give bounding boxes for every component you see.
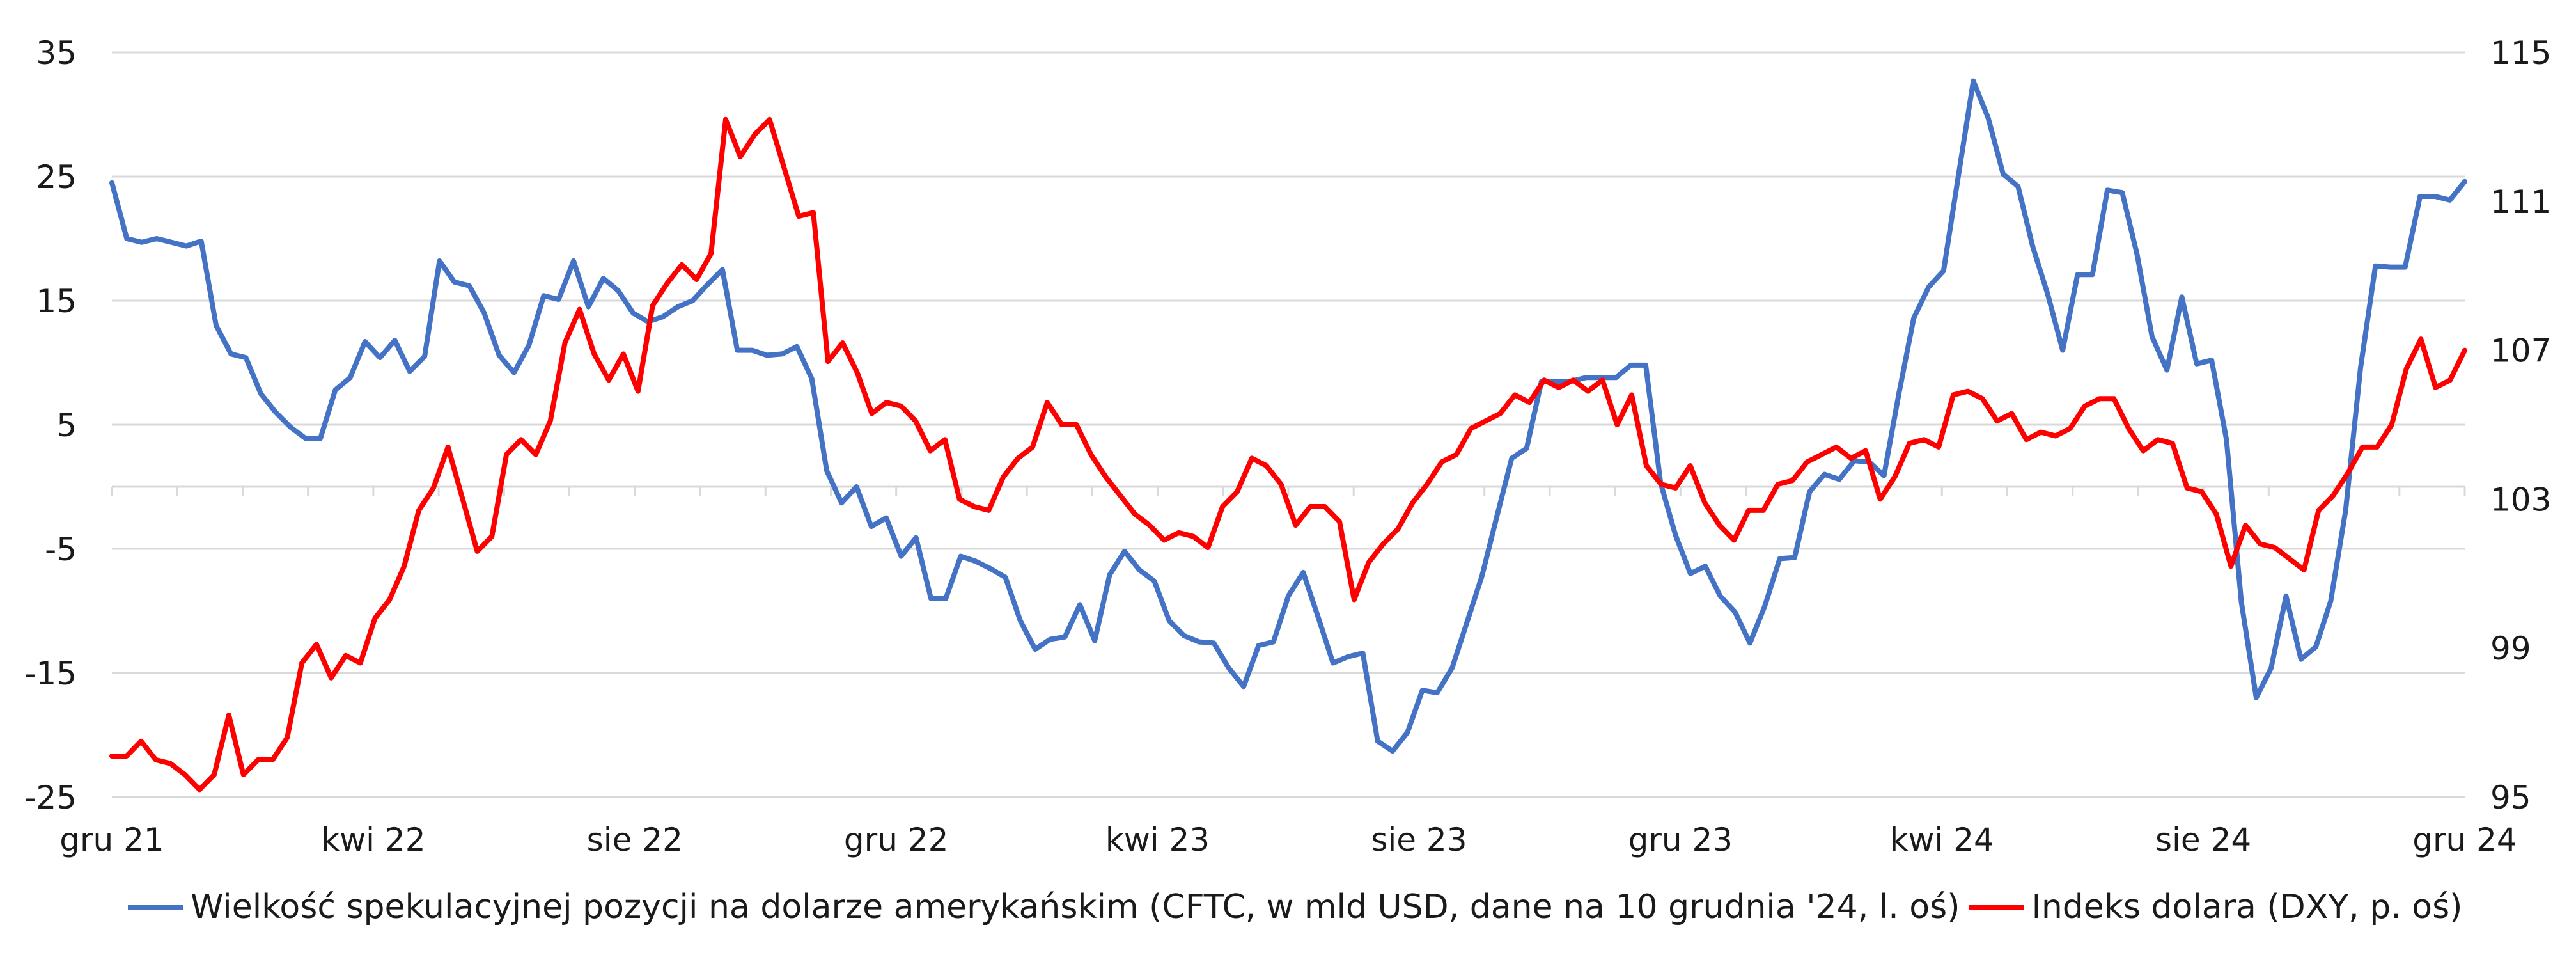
left-axis-ticks: 35 25 15 5 -5 -15 -25 [24,35,77,816]
x-tick-label: sie 22 [587,821,683,858]
x-tick-label: kwi 22 [321,821,425,858]
right-tick-label: 115 [2490,35,2551,72]
right-tick-label: 99 [2490,630,2531,667]
series-line-dxy [109,116,2467,793]
x-axis-ticks: gru 21 kwi 22 sie 22 gru 22 kwi 23 sie 23 gru … [59,487,2517,858]
x-tick-label: gru 21 [59,821,164,858]
series-line-cftc [109,78,2467,754]
left-tick-label: 35 [36,35,77,72]
legend-swatch-cftc [128,904,183,910]
right-axis-ticks: 115 111 107 103 99 95 [2490,35,2551,816]
x-tick-label: gru 22 [844,821,949,858]
x-tick-label: sie 23 [1371,821,1467,858]
x-tick-label: gru 23 [1628,821,1733,858]
legend: Wielkość spekulacyjnej pozycji na dolarz… [128,888,2462,926]
right-tick-label: 103 [2490,481,2551,518]
legend-label-cftc: Wielkość spekulacyjnej pozycji na dolarz… [191,888,1960,926]
legend-swatch-dxy [1969,904,2024,910]
left-tick-label: 25 [36,159,77,196]
gridlines [112,51,2465,798]
left-tick-label: 15 [36,283,77,320]
x-tick-label: kwi 24 [1890,821,1994,858]
left-tick-label: 5 [56,407,77,444]
left-tick-label: -5 [45,531,77,568]
legend-item-cftc: Wielkość spekulacyjnej pozycji na dolarz… [128,888,1960,926]
right-tick-label: 95 [2490,779,2531,816]
left-tick-label: -25 [24,779,77,816]
legend-item-dxy: Indeks dolara (DXY, p. oś) [1969,888,2462,926]
right-tick-label: 111 [2490,184,2551,221]
left-tick-label: -15 [24,655,77,692]
x-tick-label: sie 24 [2155,821,2251,858]
right-tick-label: 107 [2490,333,2551,370]
series-lines [109,78,2467,793]
x-tick-label: kwi 23 [1105,821,1210,858]
x-tick-label: gru 24 [2412,821,2517,858]
legend-label-dxy: Indeks dolara (DXY, p. oś) [2031,888,2463,926]
